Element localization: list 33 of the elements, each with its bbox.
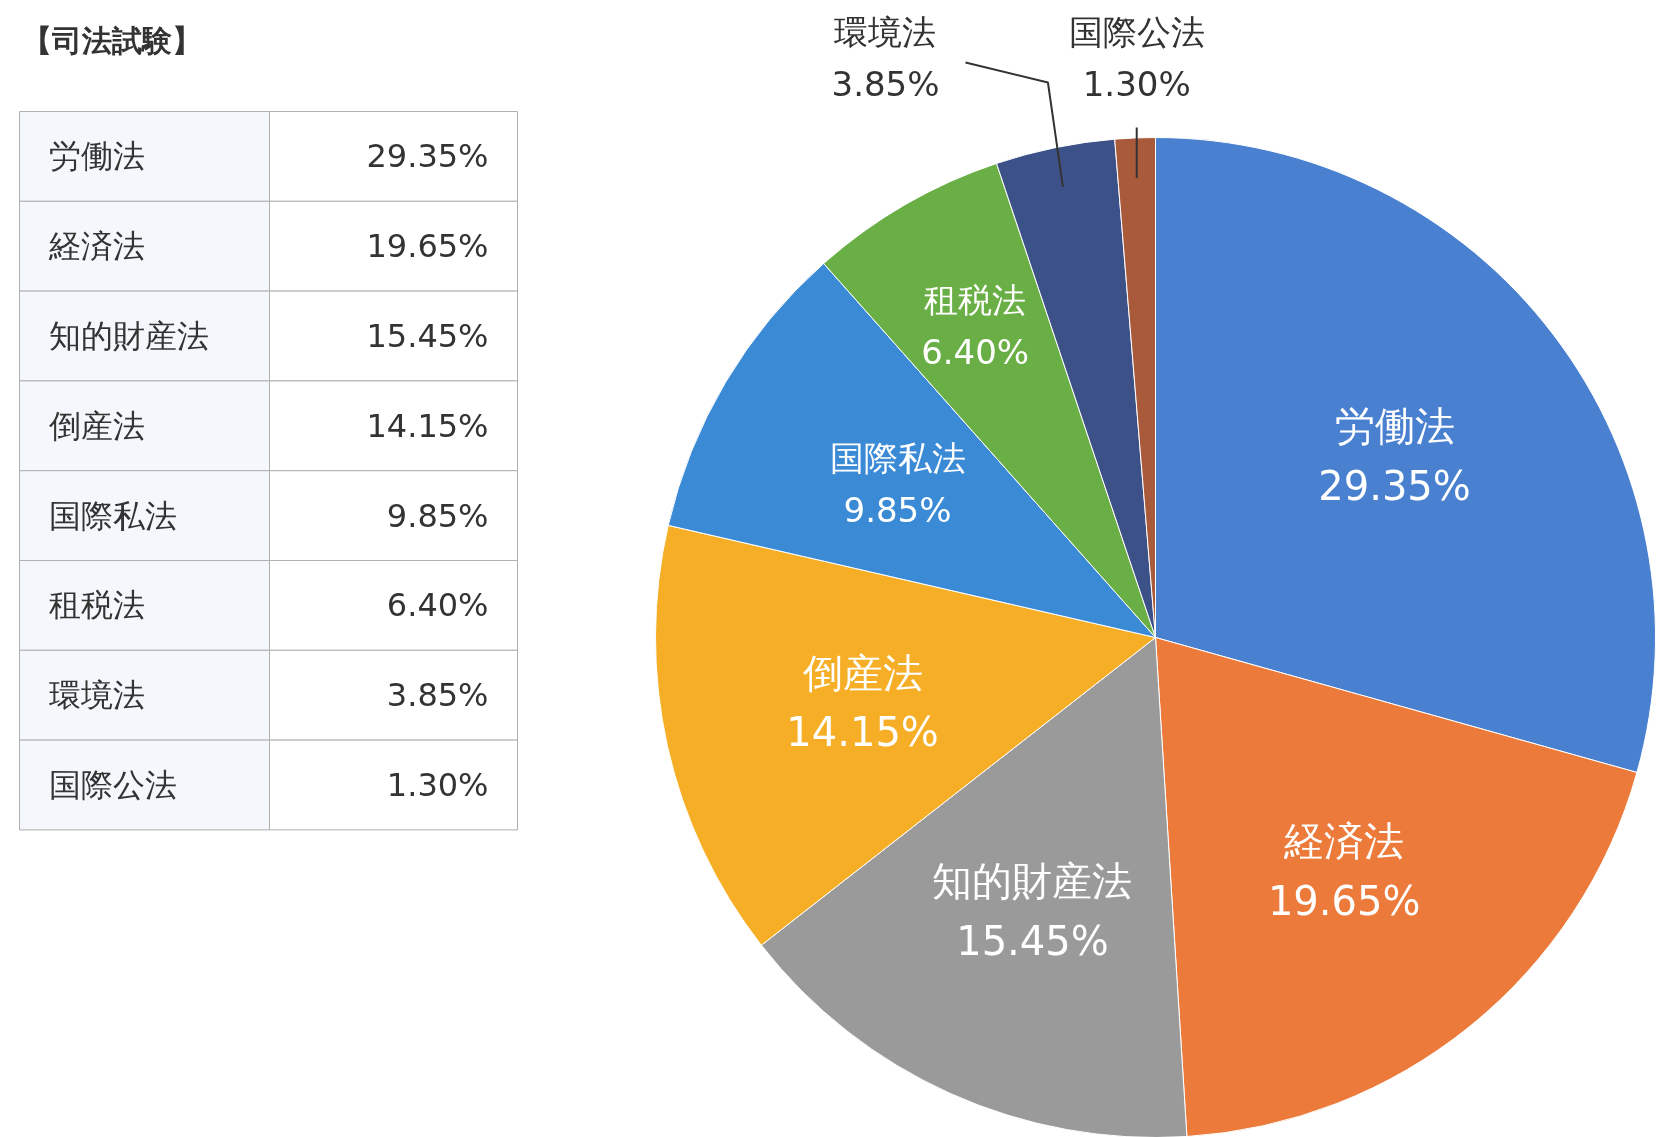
data-label: 1.30%: [1082, 63, 1191, 104]
slice-label: 倒産法: [802, 649, 923, 696]
text: 29.35%: [366, 137, 489, 176]
category-label: 租税法: [48, 586, 145, 625]
text: 【司法試験】: [21, 23, 202, 58]
text: 14.15%: [366, 406, 489, 445]
category-label: 国際公法: [48, 766, 177, 804]
category-label: 経済法: [48, 227, 145, 266]
slice-label: 租税法: [924, 279, 1027, 320]
slice-label: 環境法: [834, 11, 937, 52]
text: 15.45%: [366, 317, 489, 355]
category-label: 知的財産法: [48, 317, 209, 355]
category-label: 環境法: [48, 676, 145, 715]
data-label: 14.15%: [786, 709, 939, 756]
slice-label: 国際私法: [829, 438, 966, 479]
category-label: 倒産法: [48, 406, 145, 445]
data-label: 19.65%: [1267, 877, 1421, 924]
slice-label: 知的財産法: [932, 858, 1133, 905]
slice-label: 労働法: [1334, 403, 1455, 450]
data-label: 29.35%: [1318, 463, 1471, 510]
text: 9.85%: [386, 496, 489, 535]
text: 1.30%: [386, 766, 489, 804]
text: 3.85%: [386, 676, 489, 715]
category-label: 国際私法: [48, 496, 177, 535]
slice-label: 経済法: [1283, 817, 1405, 864]
data-label: 15.45%: [956, 918, 1109, 965]
slice-label: 国際公法: [1068, 11, 1205, 52]
data-label: 3.85%: [831, 63, 940, 104]
category-label: 労働法: [48, 137, 145, 176]
data-label: 6.40%: [921, 331, 1030, 372]
text: 6.40%: [386, 586, 489, 625]
data-label: 9.85%: [843, 490, 952, 531]
text: 19.65%: [366, 227, 489, 266]
